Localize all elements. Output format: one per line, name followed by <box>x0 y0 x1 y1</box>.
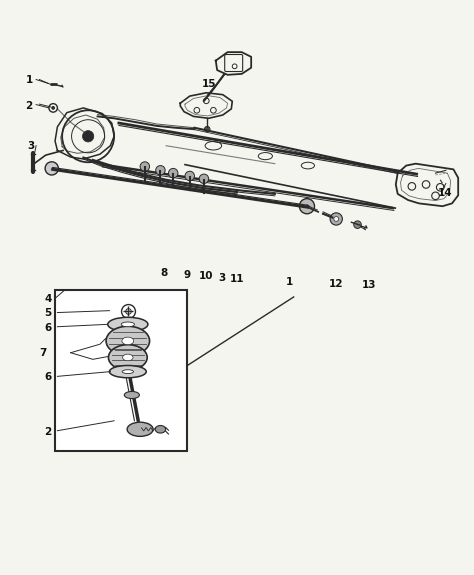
Ellipse shape <box>108 317 148 331</box>
Text: 12: 12 <box>329 279 344 289</box>
Text: 2: 2 <box>45 427 52 436</box>
Ellipse shape <box>155 426 165 433</box>
Text: 11: 11 <box>230 274 244 284</box>
Text: 1: 1 <box>285 277 292 287</box>
Circle shape <box>140 162 150 171</box>
Circle shape <box>330 213 342 225</box>
Circle shape <box>51 106 55 110</box>
Text: 10: 10 <box>199 271 213 281</box>
Text: 6: 6 <box>45 323 52 333</box>
Circle shape <box>82 131 94 142</box>
Ellipse shape <box>109 366 146 378</box>
Circle shape <box>354 221 361 228</box>
Ellipse shape <box>124 392 139 398</box>
Text: 2: 2 <box>26 101 33 110</box>
Text: 3: 3 <box>218 273 226 282</box>
Circle shape <box>168 168 178 178</box>
Text: 7: 7 <box>39 348 47 358</box>
Ellipse shape <box>122 337 134 344</box>
Circle shape <box>45 162 58 175</box>
Ellipse shape <box>109 344 147 370</box>
Text: 9: 9 <box>184 270 191 280</box>
Ellipse shape <box>121 322 135 327</box>
Text: 4: 4 <box>44 294 52 304</box>
Text: 14: 14 <box>438 188 452 198</box>
Text: 8: 8 <box>160 269 167 278</box>
FancyBboxPatch shape <box>55 290 187 451</box>
Ellipse shape <box>122 370 134 374</box>
Circle shape <box>334 217 338 221</box>
Text: 15: 15 <box>201 79 216 89</box>
Circle shape <box>204 126 210 132</box>
Text: 3: 3 <box>28 141 35 151</box>
Ellipse shape <box>123 354 133 361</box>
Circle shape <box>185 171 194 181</box>
Text: 5: 5 <box>45 309 52 319</box>
Circle shape <box>232 64 237 68</box>
Circle shape <box>300 198 315 214</box>
Circle shape <box>156 166 165 175</box>
Text: 1: 1 <box>26 75 33 85</box>
Circle shape <box>199 174 209 183</box>
Text: 6: 6 <box>45 372 52 382</box>
Text: 13: 13 <box>362 279 376 290</box>
Ellipse shape <box>127 422 153 436</box>
Ellipse shape <box>106 326 150 355</box>
